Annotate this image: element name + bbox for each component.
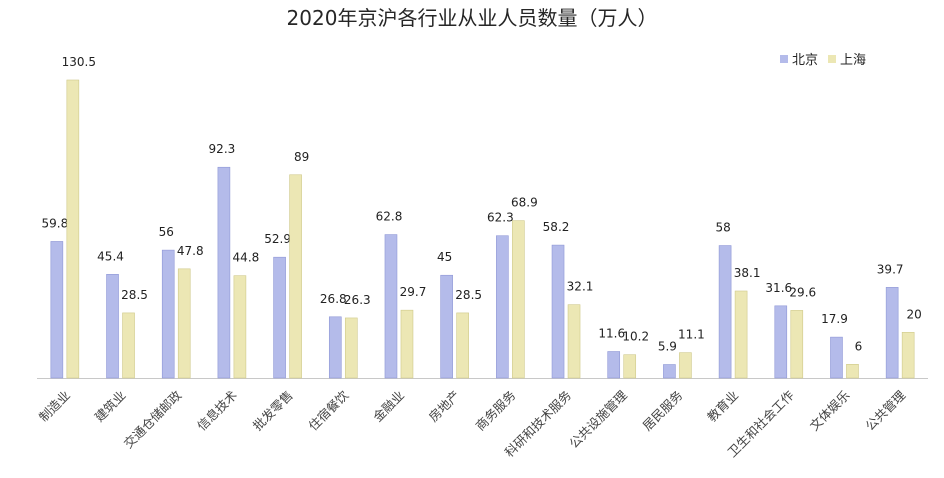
x-tick-label-14: 文体娱乐 <box>807 388 853 434</box>
data-label-shanghai-13: 29.6 <box>789 285 816 299</box>
data-label-shanghai-8: 68.9 <box>511 196 538 210</box>
bar-beijing-11 <box>663 364 676 379</box>
x-tick-label-6: 金融业 <box>370 388 407 425</box>
bar-beijing-14 <box>830 336 843 379</box>
legend-label-shanghai: 上海 <box>840 53 867 68</box>
bar-beijing-5 <box>328 316 342 379</box>
bar-beijing-1 <box>106 274 119 379</box>
bar-shanghai-10 <box>623 354 637 379</box>
data-label-beijing-2: 56 <box>159 225 174 239</box>
x-tick-label-7: 房地产 <box>426 388 463 425</box>
x-tick-label-1: 建筑业 <box>92 388 129 425</box>
bar-shanghai-5 <box>344 317 358 379</box>
chart-legend: 北京 上海 <box>780 49 866 68</box>
data-label-shanghai-2: 47.8 <box>177 244 204 258</box>
bar-shanghai-3 <box>233 275 247 379</box>
data-label-beijing-12: 58 <box>715 221 730 235</box>
data-label-beijing-4: 52.9 <box>264 232 291 246</box>
bar-beijing-9 <box>551 244 565 379</box>
bar-beijing-10 <box>607 351 621 379</box>
bar-beijing-13 <box>774 305 788 379</box>
data-label-beijing-6: 62.8 <box>376 210 403 224</box>
bar-shanghai-2 <box>177 268 191 379</box>
bar-beijing-2 <box>161 249 175 379</box>
x-tick-label-0: 制造业 <box>36 388 73 425</box>
data-label-shanghai-5: 26.3 <box>344 293 371 307</box>
bar-shanghai-12 <box>734 290 748 379</box>
x-tick-label-5: 住宿餐饮 <box>305 387 351 433</box>
data-label-beijing-14: 17.9 <box>821 312 848 326</box>
data-label-shanghai-0: 130.5 <box>62 55 96 69</box>
data-label-shanghai-7: 28.5 <box>455 288 482 302</box>
legend-item-shanghai: 上海 <box>828 49 866 68</box>
x-tick-label-11: 居民服务 <box>640 388 686 434</box>
legend-swatch-shanghai <box>828 54 837 63</box>
bar-beijing-8 <box>496 235 509 379</box>
bar-beijing-7 <box>440 274 453 379</box>
bar-shanghai-8 <box>512 220 525 379</box>
bar-beijing-12 <box>718 245 732 379</box>
bar-beijing-15 <box>885 287 899 379</box>
data-label-beijing-1: 45.4 <box>97 249 124 263</box>
legend-swatch-beijing <box>780 54 788 63</box>
data-label-beijing-5: 26.8 <box>320 292 347 306</box>
x-tick-label-15: 公共管理 <box>862 387 908 433</box>
bar-shanghai-6 <box>400 309 414 379</box>
bar-shanghai-1 <box>122 312 135 379</box>
data-label-beijing-11: 5.9 <box>658 340 677 354</box>
data-label-shanghai-15: 20 <box>907 307 922 321</box>
x-tick-label-2: 交通仓储邮政 <box>121 387 185 451</box>
data-label-shanghai-4: 89 <box>294 150 309 164</box>
data-label-shanghai-11: 11.1 <box>678 328 705 342</box>
bar-beijing-3 <box>217 166 231 379</box>
bar-shanghai-7 <box>456 312 469 379</box>
chart-title: 2020年京沪各行业从业人员数量（万人） <box>286 6 658 30</box>
bar-beijing-4 <box>273 256 286 379</box>
data-label-beijing-0: 59.8 <box>41 216 68 230</box>
bar-beijing-0 <box>50 241 64 379</box>
bar-shanghai-13 <box>790 310 804 379</box>
data-label-shanghai-1: 28.5 <box>121 288 148 302</box>
bar-shanghai-0 <box>66 79 80 379</box>
data-label-beijing-8: 62.3 <box>487 211 514 225</box>
data-label-shanghai-14: 6 <box>855 339 863 353</box>
x-tick-label-12: 教育业 <box>704 388 741 425</box>
data-label-shanghai-10: 10.2 <box>622 330 649 344</box>
data-label-beijing-7: 45 <box>437 250 452 264</box>
data-label-shanghai-6: 29.7 <box>400 285 427 299</box>
x-tick-label-4: 批发零售 <box>250 388 296 434</box>
data-label-shanghai-9: 32.1 <box>567 280 594 294</box>
legend-label-beijing: 北京 <box>792 53 819 68</box>
legend-item-beijing: 北京 <box>780 49 818 68</box>
x-tick-label-8: 商务服务 <box>472 388 518 434</box>
data-label-shanghai-3: 44.8 <box>233 251 260 265</box>
bar-beijing-6 <box>384 234 398 379</box>
x-tick-label-3: 信息技术 <box>194 387 240 433</box>
data-label-beijing-9: 58.2 <box>543 220 570 234</box>
data-label-beijing-13: 31.6 <box>765 281 792 295</box>
bar-shanghai-14 <box>846 363 859 379</box>
bar-shanghai-11 <box>679 352 692 379</box>
data-label-beijing-3: 92.3 <box>209 142 236 156</box>
x-tick-label-10: 公共设施管理 <box>566 387 630 451</box>
data-label-beijing-15: 39.7 <box>877 262 904 276</box>
bar-shanghai-15 <box>901 332 915 379</box>
data-label-shanghai-12: 38.1 <box>734 266 761 280</box>
bar-shanghai-9 <box>567 304 581 379</box>
bar-shanghai-4 <box>289 174 302 379</box>
data-label-beijing-10: 11.6 <box>598 327 625 341</box>
